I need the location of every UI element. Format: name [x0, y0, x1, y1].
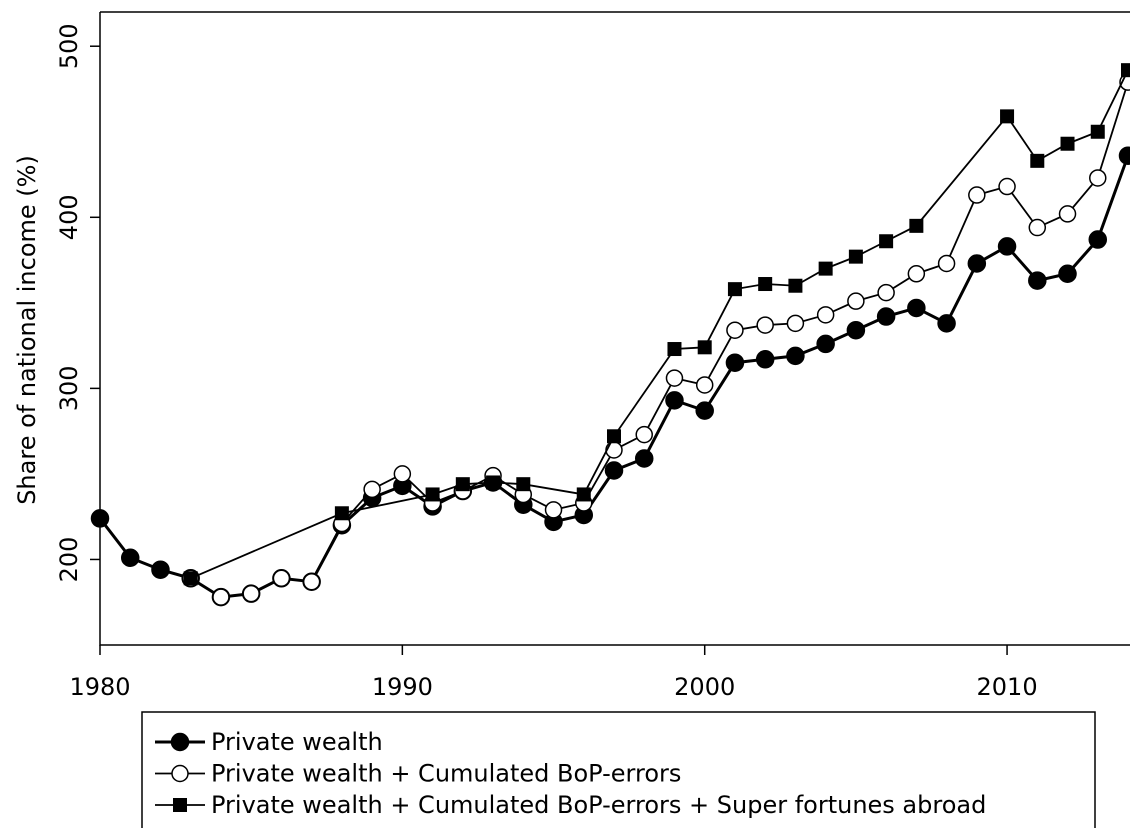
marker [1029, 272, 1046, 289]
marker [394, 466, 410, 482]
legend-label: Private wealth [211, 728, 383, 756]
marker [152, 561, 169, 578]
marker [213, 589, 229, 605]
marker [879, 234, 893, 248]
marker [304, 574, 320, 590]
marker [968, 255, 985, 272]
marker [273, 570, 289, 586]
marker [849, 250, 863, 264]
marker [1029, 220, 1045, 236]
marker [1059, 265, 1076, 282]
legend-marker [173, 798, 187, 812]
x-tick-label: 1990 [372, 673, 433, 701]
legend-marker [172, 734, 189, 751]
marker [243, 586, 259, 602]
marker [667, 342, 681, 356]
marker [1030, 154, 1044, 168]
marker [999, 179, 1015, 195]
marker [1090, 170, 1106, 186]
marker [878, 308, 895, 325]
marker [577, 487, 591, 501]
marker [696, 402, 713, 419]
marker [184, 571, 198, 585]
marker [426, 487, 440, 501]
marker [666, 370, 682, 386]
marker [728, 282, 742, 296]
y-axis-label: Share of national income (%) [13, 155, 41, 505]
marker [698, 340, 712, 354]
marker [1000, 109, 1014, 123]
marker [607, 429, 621, 443]
marker [757, 351, 774, 368]
marker [758, 277, 772, 291]
y-tick-label: 200 [55, 537, 83, 583]
marker [847, 322, 864, 339]
series-line [191, 82, 1128, 597]
marker [1091, 125, 1105, 139]
marker [819, 262, 833, 276]
legend-marker [172, 766, 188, 782]
marker [909, 219, 923, 233]
marker [939, 255, 955, 271]
y-tick-label: 400 [55, 194, 83, 240]
marker [516, 477, 530, 491]
legend-label: Private wealth + Cumulated BoP-errors + … [211, 791, 986, 819]
marker [697, 377, 713, 393]
marker [636, 450, 653, 467]
marker [606, 462, 623, 479]
marker [92, 510, 109, 527]
marker [908, 299, 925, 316]
marker [969, 187, 985, 203]
x-tick-label: 2000 [674, 673, 735, 701]
marker [757, 317, 773, 333]
marker [486, 475, 500, 489]
marker [788, 279, 802, 293]
marker [726, 354, 743, 371]
marker [999, 238, 1016, 255]
marker [364, 481, 380, 497]
marker [636, 427, 652, 443]
marker [666, 392, 683, 409]
series-line [191, 70, 1128, 578]
marker [817, 335, 834, 352]
marker [1120, 147, 1130, 164]
marker [938, 315, 955, 332]
series-line [100, 156, 1128, 597]
marker [1121, 63, 1130, 77]
marker [122, 549, 139, 566]
marker [456, 477, 470, 491]
x-tick-label: 1980 [69, 673, 130, 701]
marker [606, 442, 622, 458]
marker [335, 506, 349, 520]
marker [878, 285, 894, 301]
legend-label: Private wealth + Cumulated BoP-errors [211, 760, 681, 788]
marker [848, 293, 864, 309]
marker [1089, 231, 1106, 248]
marker [787, 347, 804, 364]
y-tick-label: 300 [55, 365, 83, 411]
y-tick-label: 500 [55, 23, 83, 69]
marker [818, 307, 834, 323]
marker [727, 322, 743, 338]
marker [908, 266, 924, 282]
marker [787, 315, 803, 331]
marker [1060, 206, 1076, 222]
x-tick-label: 2010 [977, 673, 1038, 701]
marker [546, 502, 562, 518]
marker [1061, 137, 1075, 151]
